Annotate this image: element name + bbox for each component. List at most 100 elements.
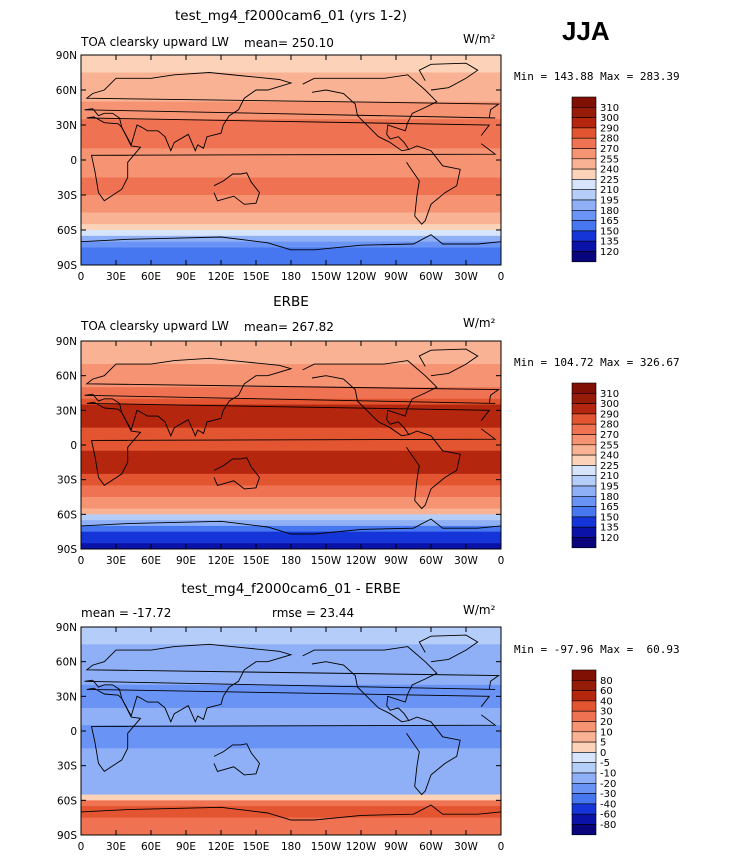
x-tick-label: 150W (311, 555, 342, 567)
colorbar-box (571, 199, 597, 211)
map-band (81, 702, 501, 709)
y-tick-label: 30N (56, 120, 77, 132)
map-band (81, 462, 501, 469)
colorbar-box (571, 158, 597, 170)
map-band (81, 200, 501, 208)
coastline (84, 357, 501, 437)
colorbar-label: 165 (600, 216, 619, 227)
colorbar-box (571, 403, 597, 415)
panel-mean-obs: mean= 267.82 (244, 320, 334, 334)
colorbar-box (571, 803, 597, 815)
y-tick-label: 90S (57, 260, 77, 272)
map-band (81, 502, 501, 510)
colorbar-label: 270 (600, 144, 619, 155)
coastline (86, 401, 497, 487)
y-tick-label: 60N (56, 657, 77, 669)
map-band (81, 644, 501, 651)
map-band (81, 404, 501, 411)
colorbar-label: 20 (600, 717, 613, 728)
coastline (302, 74, 438, 152)
colorbar-box (571, 506, 597, 518)
colorbar-label: 5 (600, 738, 606, 749)
map-band (81, 719, 501, 726)
map-band (81, 183, 501, 190)
map-band (81, 247, 501, 254)
y-tick-label: 90N (56, 622, 77, 634)
colorbar-label: 80 (600, 676, 613, 687)
map-band (81, 736, 501, 744)
map-band (81, 497, 501, 504)
colorbar-box (571, 240, 597, 252)
colorbar-box (571, 782, 597, 794)
map-band (81, 684, 501, 692)
colorbar-label: 0 (600, 748, 606, 759)
colorbar-box (571, 793, 597, 805)
colorbar-label: 300 (600, 113, 619, 124)
colorbar-box (571, 690, 597, 702)
map-band (81, 230, 501, 237)
season-label: JJA (562, 16, 610, 46)
y-tick-label: 90S (57, 830, 77, 842)
map-band (81, 655, 501, 663)
map-band (81, 171, 501, 179)
x-tick-label: 0 (498, 271, 505, 283)
x-tick-label: 150E (243, 555, 270, 567)
colorbar-box (571, 392, 597, 404)
map-band (81, 673, 501, 680)
map-band (81, 520, 501, 527)
y-tick-label: 30S (57, 761, 77, 773)
panel-subtitle-model: TOA clearsky upward LW (81, 35, 229, 49)
x-tick-label: 120E (208, 271, 235, 283)
map-band (81, 195, 501, 202)
colorbar-box (571, 465, 597, 476)
coastline (406, 716, 461, 796)
map-band (81, 78, 501, 85)
colorbar-box (571, 526, 597, 538)
x-tick-label: 0 (78, 271, 85, 283)
colorbar-label: 135 (600, 523, 619, 534)
map-band (81, 107, 501, 114)
x-tick-label: 60W (419, 555, 443, 567)
colorbar-box (571, 127, 597, 139)
x-tick-label: 90E (176, 555, 196, 567)
colorbar-box (571, 413, 597, 425)
x-tick-label: 30W (454, 271, 478, 283)
map-band (81, 777, 501, 784)
map-band (81, 148, 501, 155)
panel-units-obs: W/m² (463, 316, 496, 330)
colorbar-label: 300 (600, 399, 619, 410)
map-band (81, 690, 501, 697)
map-2-field (81, 627, 501, 835)
x-tick-label: 0 (498, 841, 505, 853)
colorbar-label: -20 (600, 779, 616, 790)
map-band (81, 241, 501, 249)
map-band (81, 381, 501, 388)
colorbar-label: 240 (600, 451, 619, 462)
y-tick-label: 60N (56, 85, 77, 97)
colorbar-label: 225 (600, 175, 619, 186)
colorbar-label: -5 (600, 758, 610, 769)
map-band (81, 783, 501, 790)
map-band (81, 491, 501, 498)
colorbar-box (571, 710, 597, 722)
map-band (81, 375, 501, 383)
colorbar-label: 255 (600, 440, 619, 451)
map-band (81, 165, 501, 173)
map-band (81, 72, 501, 79)
x-tick-label: 150W (311, 841, 342, 853)
y-tick-label: 0 (70, 726, 77, 738)
colorbar-box (571, 700, 597, 712)
colorbar-box (571, 137, 597, 149)
coastline (418, 62, 479, 91)
map-1-field (81, 341, 501, 549)
map-band (81, 806, 501, 813)
colorbar-label: 195 (600, 196, 619, 207)
map-band (81, 427, 501, 435)
y-tick-label: 90N (56, 336, 77, 348)
x-tick-label: 30W (454, 555, 478, 567)
map-band (81, 206, 501, 214)
coastline (81, 804, 501, 821)
map-band (81, 817, 501, 825)
colorbar-label: 40 (600, 696, 613, 707)
colorbar-label: 150 (600, 226, 619, 237)
